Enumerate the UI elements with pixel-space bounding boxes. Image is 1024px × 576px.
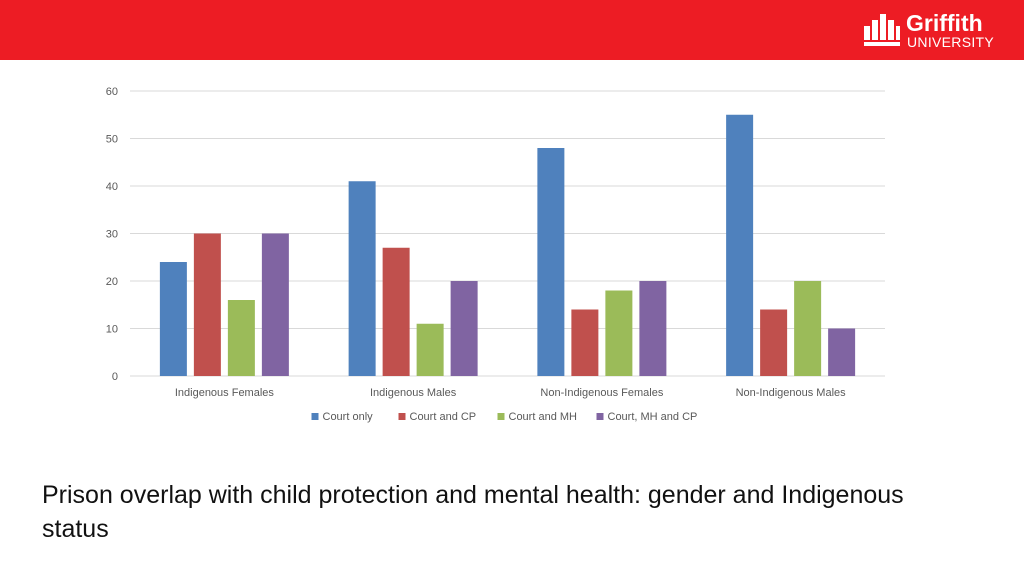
legend-swatch [398, 413, 406, 420]
y-tick-label: 0 [112, 371, 118, 383]
slide-title: Prison overlap with child protection and… [42, 481, 904, 543]
legend-label: Court and MH [509, 411, 578, 423]
logo-subtitle: UNIVERSITY [907, 34, 995, 50]
bar-court-and-cp-1 [382, 247, 410, 376]
bar-court-mh-and-cp-3 [828, 328, 856, 376]
legend-label: Court and CP [410, 411, 477, 423]
bar-court-and-cp-2 [571, 309, 599, 376]
bar-court-and-cp-0 [193, 233, 221, 376]
legend-label: Court, MH and CP [608, 411, 698, 423]
header-bar [0, 0, 1024, 60]
legend-swatch [497, 413, 505, 420]
y-axis-ticks: 0 10 20 30 40 50 60 [106, 86, 118, 383]
bar-court-and-mh-1 [416, 323, 444, 376]
legend-label: Court only [323, 411, 374, 423]
legend-swatch [311, 413, 319, 420]
griffith-logo-icon [864, 14, 900, 46]
bar-court-mh-and-cp-2 [639, 281, 667, 376]
x-tick-label: Non-Indigenous Males [736, 387, 847, 399]
bar-court-only-3 [726, 114, 754, 376]
bar-court-only-2 [537, 148, 565, 376]
griffith-logo: Griffith UNIVERSITY [862, 10, 1012, 52]
y-tick-label: 50 [106, 134, 118, 146]
bar-court-and-mh-2 [605, 290, 633, 376]
bar-court-and-cp-3 [760, 309, 788, 376]
chart-legend: Court only Court and CP Court and MH Court,… [311, 411, 698, 423]
bar-court-and-mh-0 [227, 300, 255, 376]
y-tick-label: 30 [106, 229, 118, 241]
y-tick-label: 60 [106, 86, 118, 98]
y-tick-label: 20 [106, 276, 118, 288]
chart-bars [159, 114, 856, 376]
x-tick-label: Indigenous Males [370, 387, 457, 399]
x-tick-label: Non-Indigenous Females [540, 387, 663, 399]
chart-grid [130, 90, 885, 377]
x-axis-labels: Indigenous Females Indigenous Males Non-In… [175, 387, 846, 399]
bar-court-only-0 [159, 262, 187, 376]
bar-court-only-1 [348, 181, 376, 376]
x-tick-label: Indigenous Females [175, 387, 275, 399]
y-tick-label: 10 [106, 324, 118, 336]
y-tick-label: 40 [106, 181, 118, 193]
bar-court-mh-and-cp-1 [450, 281, 478, 376]
bar-court-mh-and-cp-0 [261, 233, 289, 376]
logo-wordmark: Griffith [906, 10, 983, 36]
legend-swatch [596, 413, 604, 420]
bar-court-and-mh-3 [794, 281, 822, 376]
